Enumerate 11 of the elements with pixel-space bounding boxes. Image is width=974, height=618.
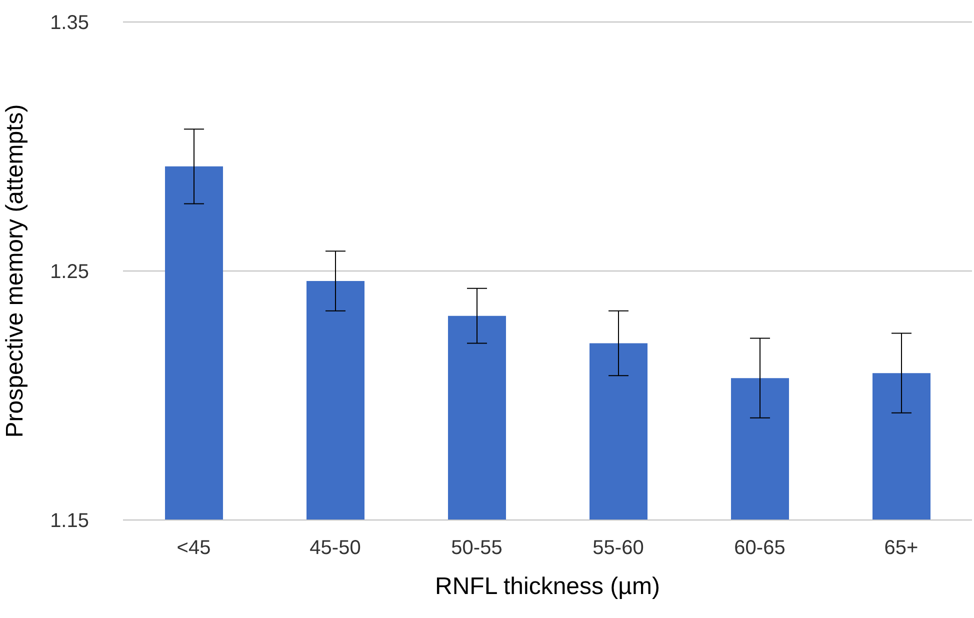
y-axis-title: Prospective memory (attempts) bbox=[2, 104, 29, 438]
x-tick-label: 50-55 bbox=[451, 537, 502, 560]
x-tick-label: <45 bbox=[176, 537, 211, 560]
x-tick-label: 60-65 bbox=[734, 537, 786, 560]
x-tick-label: 55-60 bbox=[592, 537, 644, 560]
y-tick-label: 1.25 bbox=[50, 261, 89, 284]
x-axis-title: RNFL thickness (µm) bbox=[435, 573, 660, 600]
x-tick-label: 45-50 bbox=[310, 537, 361, 560]
y-tick-label: 1.35 bbox=[50, 12, 89, 34]
x-tick-label: 65+ bbox=[884, 537, 918, 560]
y-tick-label: 1.15 bbox=[50, 510, 89, 532]
